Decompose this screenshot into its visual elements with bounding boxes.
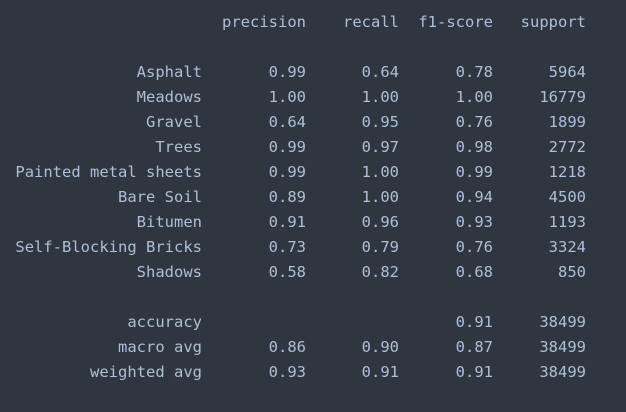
- table-row: Asphalt 0.99 0.64 0.78 5964: [0, 60, 626, 85]
- row-f1: 0.93: [455, 213, 493, 231]
- row-precision: 0.58: [268, 263, 306, 281]
- header-recall: recall: [343, 13, 399, 31]
- row-recall: 0.91: [361, 363, 399, 381]
- row-support: 38499: [539, 338, 586, 356]
- row-recall: 0.96: [361, 213, 399, 231]
- table-row: Bitumen 0.91 0.96 0.93 1193: [0, 210, 626, 235]
- row-label: Painted metal sheets: [15, 163, 202, 181]
- summary-row-macro-avg: macro avg 0.86 0.90 0.87 38499: [0, 335, 626, 360]
- row-f1: 0.78: [455, 63, 493, 81]
- row-support: 16779: [539, 88, 586, 106]
- row-precision: 0.99: [268, 138, 306, 156]
- row-label: Trees: [155, 138, 202, 156]
- row-precision: 0.93: [268, 363, 306, 381]
- row-f1: 1.00: [455, 88, 493, 106]
- row-label: Meadows: [136, 88, 202, 106]
- table-row: Self-Blocking Bricks 0.73 0.79 0.76 3324: [0, 235, 626, 260]
- header-f1-score: f1-score: [418, 13, 493, 31]
- row-f1: 0.76: [455, 238, 493, 256]
- table-row: Bare Soil 0.89 1.00 0.94 4500: [0, 185, 626, 210]
- row-support: 4500: [548, 188, 586, 206]
- row-label: Bitumen: [136, 213, 202, 231]
- table-row: Shadows 0.58 0.82 0.68 850: [0, 260, 626, 285]
- row-label: accuracy: [127, 313, 202, 331]
- row-recall: 1.00: [361, 163, 399, 181]
- row-label: Asphalt: [136, 63, 202, 81]
- row-label: macro avg: [118, 338, 202, 356]
- header-precision: precision: [222, 13, 306, 31]
- row-precision: 0.89: [268, 188, 306, 206]
- row-support: 38499: [539, 363, 586, 381]
- row-f1: 0.91: [455, 363, 493, 381]
- row-recall: 0.97: [361, 138, 399, 156]
- row-label: Self-Blocking Bricks: [15, 238, 202, 256]
- table-row: Painted metal sheets 0.99 1.00 0.99 1218: [0, 160, 626, 185]
- row-recall: 1.00: [361, 188, 399, 206]
- row-support: 850: [558, 263, 586, 281]
- header-row: precision recall f1-score support: [0, 10, 626, 35]
- row-label: weighted avg: [90, 363, 202, 381]
- row-recall: 1.00: [361, 88, 399, 106]
- row-label: Gravel: [146, 113, 202, 131]
- row-precision: 1.00: [268, 88, 306, 106]
- row-support: 1899: [548, 113, 586, 131]
- row-f1: 0.91: [455, 313, 493, 331]
- table-row: Gravel 0.64 0.95 0.76 1899: [0, 110, 626, 135]
- row-label: Bare Soil: [118, 188, 202, 206]
- row-precision: 0.99: [268, 63, 306, 81]
- row-precision: 0.64: [268, 113, 306, 131]
- row-recall: 0.95: [361, 113, 399, 131]
- row-support: 38499: [539, 313, 586, 331]
- row-precision: 0.99: [268, 163, 306, 181]
- table-row: Meadows 1.00 1.00 1.00 16779: [0, 85, 626, 110]
- row-f1: 0.98: [455, 138, 493, 156]
- row-recall: 0.82: [361, 263, 399, 281]
- row-recall: 0.64: [361, 63, 399, 81]
- summary-row-accuracy: accuracy 0.91 38499: [0, 310, 626, 335]
- header-support: support: [520, 13, 586, 31]
- row-f1: 0.99: [455, 163, 493, 181]
- row-support: 2772: [548, 138, 586, 156]
- row-f1: 0.94: [455, 188, 493, 206]
- row-precision: 0.73: [268, 238, 306, 256]
- row-support: 5964: [548, 63, 586, 81]
- summary-row-weighted-avg: weighted avg 0.93 0.91 0.91 38499: [0, 360, 626, 385]
- row-precision: 0.86: [268, 338, 306, 356]
- table-row: Trees 0.99 0.97 0.98 2772: [0, 135, 626, 160]
- row-label: Shadows: [136, 263, 202, 281]
- row-support: 1218: [548, 163, 586, 181]
- row-recall: 0.79: [361, 238, 399, 256]
- row-f1: 0.68: [455, 263, 493, 281]
- row-recall: 0.90: [361, 338, 399, 356]
- row-precision: 0.91: [268, 213, 306, 231]
- row-support: 1193: [548, 213, 586, 231]
- row-f1: 0.76: [455, 113, 493, 131]
- row-support: 3324: [548, 238, 586, 256]
- row-f1: 0.87: [455, 338, 493, 356]
